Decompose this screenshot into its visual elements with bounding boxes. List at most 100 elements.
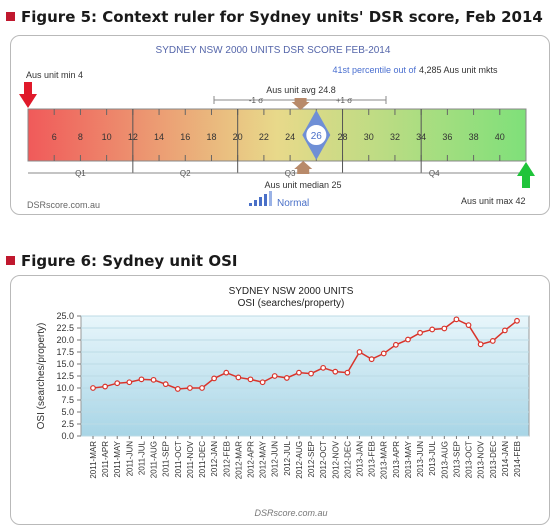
x-tick-label: 2011-JUL	[137, 440, 146, 475]
y-tick-label: 20.0	[56, 335, 74, 345]
grid-lines	[77, 315, 529, 439]
x-tick-label: 2011-APR	[101, 441, 110, 478]
osi-data-point	[187, 385, 193, 391]
ruler-tick-label: 36	[442, 132, 452, 142]
heading-bullet	[6, 256, 15, 265]
osi-data-point	[102, 383, 109, 390]
osi-data-point	[296, 369, 302, 376]
dsr-ruler-panel: SYDNEY NSW 2000 UNITS DSR SCORE FEB-2014…	[10, 35, 550, 215]
osi-data-point	[150, 376, 157, 383]
osi-data-point	[441, 325, 448, 332]
y-tick-labels: 0.0 2.5 5.0 7.5 10.0 12.5 15.0 17.5 20.0 22.5 25.0	[56, 311, 74, 441]
x-tick-label: 2013-APR	[392, 441, 401, 478]
osi-data-point	[368, 356, 375, 363]
x-tick-label: 2011-OCT	[174, 441, 183, 478]
x-tick-label: 2013-DEC	[489, 441, 498, 479]
x-tick-label: 2012-JAN	[210, 441, 219, 477]
quartile-label: Q4	[429, 169, 440, 178]
osi-data-point	[514, 317, 520, 324]
x-tick-label: 2013-JAN	[356, 441, 365, 477]
osi-data-point	[380, 350, 387, 357]
x-tick-label: 2011-JUN	[125, 441, 134, 477]
osi-data-point	[162, 381, 169, 388]
x-tick-label: 2011-SEP	[162, 441, 171, 477]
osi-data-point	[308, 370, 314, 377]
x-tick-label: 2012-APR	[246, 441, 255, 478]
x-tick-label: 2012-MAR	[234, 441, 243, 479]
ruler-footer: DSRscore.com.au	[27, 200, 100, 210]
y-tick-label: 5.0	[61, 407, 74, 417]
ruler-markers: 26	[19, 82, 535, 188]
max-arrow-icon	[517, 162, 535, 176]
osi-data-point	[126, 379, 133, 386]
osi-data-point	[320, 364, 327, 371]
heading-bullet	[6, 12, 15, 21]
dsr-ruler: SYDNEY NSW 2000 UNITS DSR SCORE FEB-2014…	[19, 45, 535, 210]
ruler-tick-label: 38	[469, 132, 479, 142]
max-arrow-shaft	[522, 176, 530, 188]
ruler-tick-label: 8	[78, 132, 83, 142]
sigma-left-label: -1 σ	[249, 96, 263, 105]
score-marker-circle	[304, 123, 329, 147]
min-arrow-shaft	[24, 82, 32, 94]
y-tick-label: 0.0	[61, 431, 74, 441]
x-tick-label: 2012-MAY	[259, 440, 268, 478]
ruler-tick-label: 18	[206, 132, 216, 142]
osi-data-point	[259, 379, 266, 386]
x-tick-label: 2012-NOV	[331, 440, 340, 478]
percentile-text: 41st percentile out of	[332, 65, 416, 75]
chart-title: SYDNEY NSW 2000 UNITS	[229, 286, 354, 297]
sigma-right-label: +1 σ	[336, 96, 352, 105]
osi-series-points	[90, 316, 520, 392]
osi-data-point	[465, 322, 472, 329]
ruler-tick-label: 32	[390, 132, 400, 142]
osi-data-point	[356, 349, 363, 355]
y-tick-label: 7.5	[61, 395, 74, 405]
osi-chart-panel: SYDNEY NSW 2000 UNITS OSI (searches/prop…	[10, 275, 550, 525]
average-label: Aus unit avg 24.8	[266, 85, 336, 95]
ruler-tick-label: 14	[154, 132, 164, 142]
quartile-lines: Q1 Q2 Q3 Q4	[28, 109, 526, 178]
osi-data-point	[417, 329, 423, 336]
x-tick-label: 2013-JUN	[416, 441, 425, 477]
y-tick-label: 22.5	[56, 323, 74, 333]
osi-data-point	[392, 341, 399, 348]
x-tick-label: 2011-NOV	[186, 440, 195, 478]
min-arrow-icon	[19, 94, 37, 108]
x-tick-label: 2013-OCT	[465, 441, 474, 478]
y-tick-label: 2.5	[61, 419, 74, 429]
osi-data-point	[477, 341, 484, 348]
osi-data-point	[405, 336, 411, 343]
osi-data-point	[429, 326, 436, 333]
x-tick-label: 2012-JUL	[283, 440, 292, 475]
y-axis-label: OSI (searches/property)	[36, 323, 47, 430]
osi-data-point	[114, 380, 121, 387]
x-tick-label: 2013-AUG	[440, 441, 449, 479]
score-value: 26	[311, 131, 323, 142]
x-tick-label: 2014-FEB	[513, 441, 522, 477]
average-arrow-icon	[291, 98, 310, 110]
figure-6-heading: Figure 6: Sydney unit OSI	[6, 252, 237, 270]
ruler-tick-label: 24	[285, 132, 295, 142]
x-tick-label: 2012-DEC	[343, 441, 352, 479]
osi-data-point	[211, 375, 218, 382]
x-tick-label: 2013-JUL	[428, 440, 437, 475]
x-tick-labels: 2011-MAR 2011-APR 2011-MAY 2011-JUN 2011-JUL…	[89, 440, 522, 479]
x-tick-label: 2013-NOV	[477, 440, 486, 478]
osi-data-point	[235, 374, 242, 381]
market-count: 4,285 Aus unit mkts	[419, 65, 498, 75]
ruler-tick-label: 6	[52, 132, 57, 142]
osi-data-point	[90, 385, 96, 391]
x-tick-label: 2012-OCT	[319, 441, 328, 478]
osi-data-point	[489, 338, 496, 344]
ruler-tick-label: 40	[495, 132, 505, 142]
osi-data-point	[271, 373, 278, 379]
osi-data-point	[247, 376, 254, 383]
signal-label: Normal	[277, 198, 309, 209]
quartile-label: Q2	[180, 169, 191, 178]
osi-data-point	[223, 369, 230, 376]
y-tick-label: 12.5	[56, 371, 74, 381]
x-tick-label: 2011-MAR	[89, 441, 98, 479]
x-tick-label: 2012-FEB	[222, 441, 231, 477]
y-tick-label: 10.0	[56, 383, 74, 393]
